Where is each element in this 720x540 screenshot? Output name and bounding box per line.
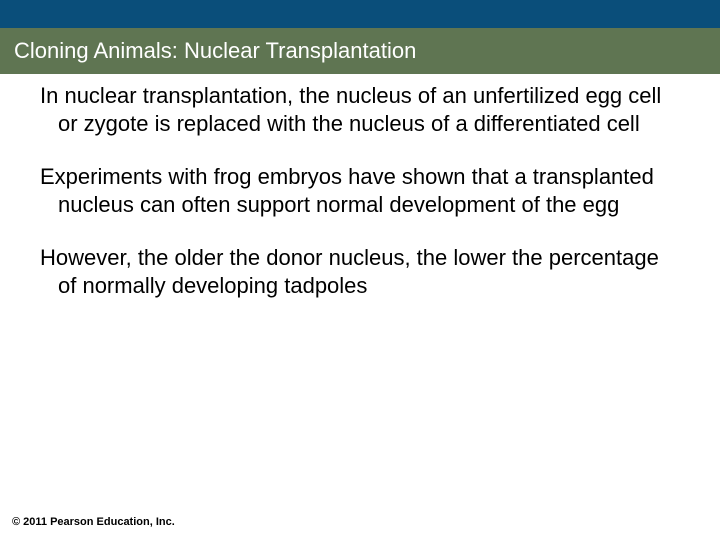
top-accent-bar <box>0 0 720 28</box>
paragraph: In nuclear transplantation, the nucleus … <box>40 82 680 137</box>
title-band: Cloning Animals: Nuclear Transplantation <box>0 28 720 74</box>
paragraph: Experiments with frog embryos have shown… <box>40 163 680 218</box>
slide-title: Cloning Animals: Nuclear Transplantation <box>14 38 706 64</box>
copyright-footer: © 2011 Pearson Education, Inc. <box>12 516 175 528</box>
paragraph: However, the older the donor nucleus, th… <box>40 244 680 299</box>
content-area: In nuclear transplantation, the nucleus … <box>0 74 720 299</box>
